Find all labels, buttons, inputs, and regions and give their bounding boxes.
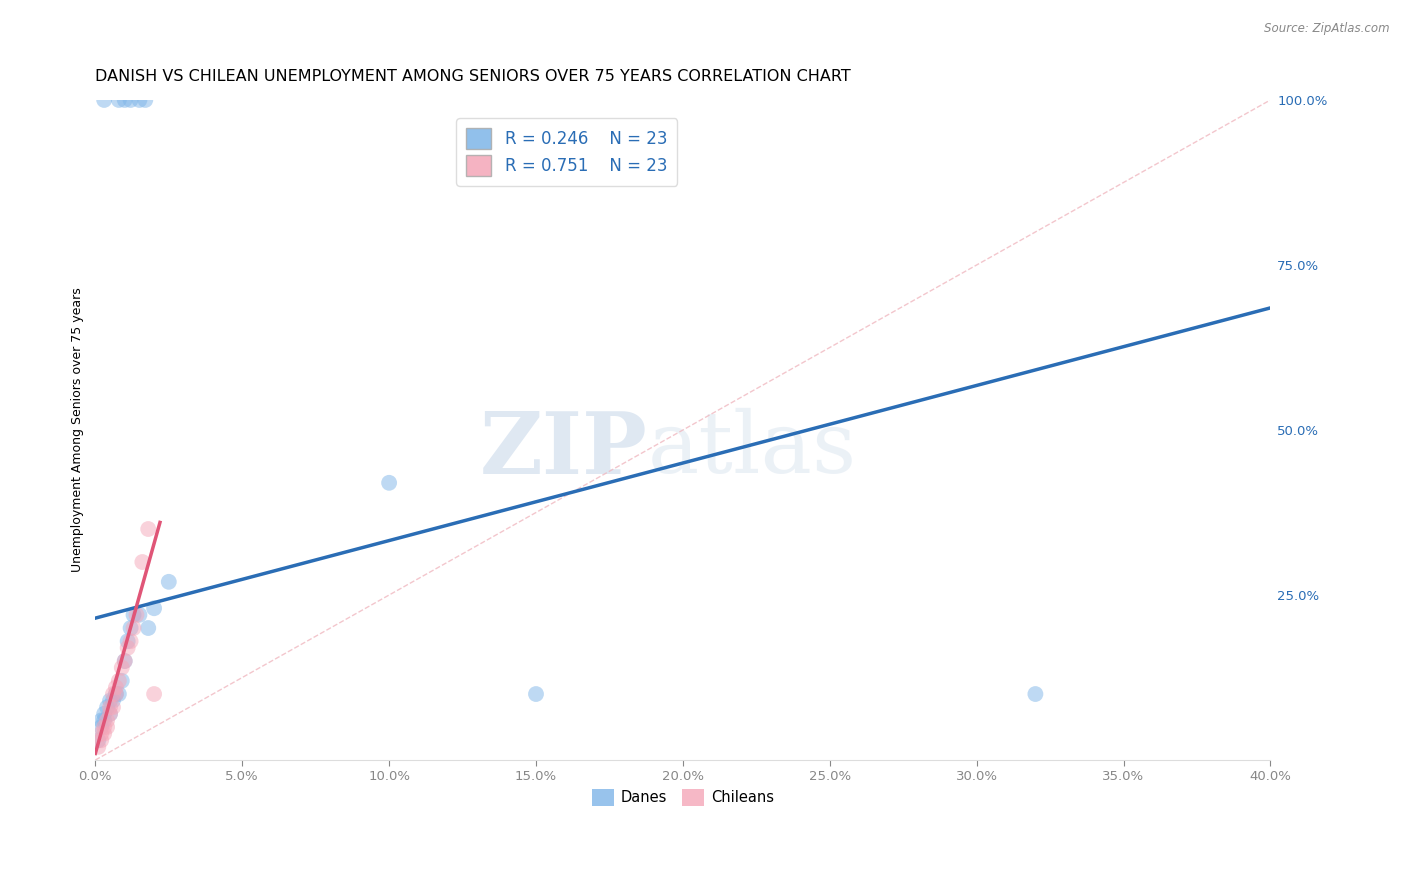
Point bbox=[131, 555, 153, 569]
Point bbox=[114, 654, 136, 668]
Point bbox=[108, 673, 131, 688]
Point bbox=[114, 93, 136, 107]
Point bbox=[101, 693, 124, 707]
Point bbox=[157, 574, 180, 589]
Point bbox=[136, 522, 159, 536]
Point bbox=[101, 687, 124, 701]
Point bbox=[524, 687, 547, 701]
Point bbox=[117, 634, 139, 648]
Text: Source: ZipAtlas.com: Source: ZipAtlas.com bbox=[1264, 22, 1389, 36]
Point bbox=[108, 687, 131, 701]
Point bbox=[120, 93, 142, 107]
Point bbox=[128, 93, 150, 107]
Point bbox=[143, 601, 166, 615]
Point bbox=[128, 607, 150, 622]
Point bbox=[104, 687, 127, 701]
Point bbox=[101, 700, 124, 714]
Point bbox=[87, 739, 110, 754]
Legend: Danes, Chileans: Danes, Chileans bbox=[586, 782, 780, 812]
Point bbox=[122, 621, 145, 635]
Point bbox=[122, 607, 145, 622]
Point bbox=[104, 687, 127, 701]
Point bbox=[98, 706, 121, 721]
Point bbox=[90, 720, 112, 734]
Point bbox=[104, 681, 127, 695]
Point bbox=[90, 714, 112, 728]
Point bbox=[143, 687, 166, 701]
Point bbox=[1024, 687, 1046, 701]
Y-axis label: Unemployment Among Seniors over 75 years: Unemployment Among Seniors over 75 years bbox=[72, 287, 84, 573]
Point bbox=[134, 93, 156, 107]
Text: ZIP: ZIP bbox=[479, 408, 648, 491]
Point bbox=[125, 607, 148, 622]
Point bbox=[93, 706, 115, 721]
Point bbox=[90, 733, 112, 747]
Point bbox=[93, 726, 115, 740]
Point bbox=[93, 714, 115, 728]
Point bbox=[98, 700, 121, 714]
Point bbox=[90, 726, 112, 740]
Point bbox=[98, 693, 121, 707]
Point bbox=[120, 621, 142, 635]
Point bbox=[93, 93, 115, 107]
Point bbox=[136, 621, 159, 635]
Point bbox=[98, 706, 121, 721]
Point bbox=[114, 654, 136, 668]
Text: atlas: atlas bbox=[648, 409, 856, 491]
Point bbox=[111, 673, 134, 688]
Point bbox=[117, 640, 139, 655]
Point bbox=[87, 733, 110, 747]
Point bbox=[93, 720, 115, 734]
Point bbox=[96, 720, 118, 734]
Point bbox=[108, 93, 131, 107]
Point bbox=[96, 700, 118, 714]
Point bbox=[96, 714, 118, 728]
Text: DANISH VS CHILEAN UNEMPLOYMENT AMONG SENIORS OVER 75 YEARS CORRELATION CHART: DANISH VS CHILEAN UNEMPLOYMENT AMONG SEN… bbox=[96, 69, 851, 84]
Point bbox=[120, 634, 142, 648]
Point bbox=[378, 475, 401, 490]
Point bbox=[111, 660, 134, 674]
